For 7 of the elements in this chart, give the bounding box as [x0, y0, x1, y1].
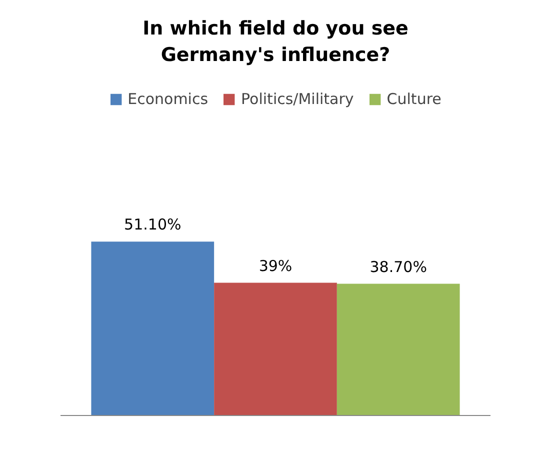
- data-label: 51.10%: [124, 216, 182, 234]
- legend-label: Culture: [386, 90, 442, 108]
- legend-label: Economics: [128, 90, 208, 108]
- chart-title: In which field do you see Germany's influence?: [142, 18, 408, 66]
- legend-label: Politics/Military: [241, 90, 354, 108]
- data-label: 38.70%: [370, 258, 427, 276]
- data-label: 39%: [258, 256, 292, 275]
